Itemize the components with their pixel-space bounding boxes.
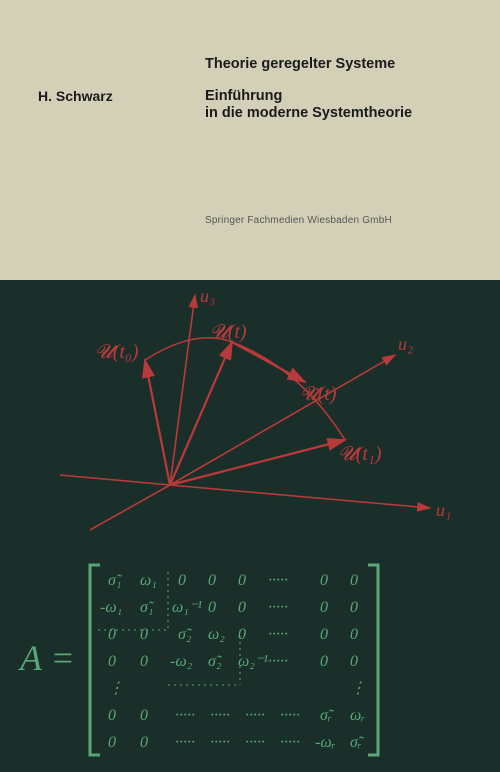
m-r2c4: 0 (238, 626, 246, 643)
m-r0c6: 0 (320, 572, 328, 589)
matrix-brackets (90, 565, 378, 755)
m-r0c4: 0 (238, 572, 246, 589)
vector-ut0 (145, 360, 170, 485)
m-r1c5: ····· (268, 599, 288, 616)
m-r2c0: 0 (108, 626, 116, 643)
m-r0c5: ····· (268, 572, 288, 589)
m-r0c2: 0 (178, 572, 186, 589)
label-ut0: 𝓤(t₀) (95, 341, 139, 363)
m-r6c0: 0 (108, 734, 116, 751)
label-udot: 𝓤̇(t) (300, 383, 337, 405)
publisher-name: Springer Fachmedien Wiesbaden GmbH (205, 215, 392, 226)
m-r0c0: σ̃₁ (108, 572, 123, 589)
m-r2c5: ····· (268, 626, 288, 643)
labels-group: u₁ u₂ u₃ 𝓤(t₀) 𝓤(t) 𝓤̇(t) 𝓤(t₁) (95, 286, 451, 520)
matrix-group: A = σ̃₁ ω₁ 0 0 (18, 565, 378, 755)
m-r6c2: ····· (175, 734, 195, 751)
axis-u1-neg (60, 475, 170, 485)
m-r6c1: 0 (140, 734, 148, 751)
m-r4c7: ⋮ (350, 680, 366, 697)
m-r6c3: ····· (210, 734, 230, 751)
m-r5c1: 0 (140, 707, 148, 724)
m-r3c0: 0 (108, 653, 116, 670)
m-r0c3: 0 (208, 572, 216, 589)
m-r2c7: 0 (350, 626, 358, 643)
vectors-group (145, 338, 345, 485)
m-r2c2: σ̃₂ (178, 626, 193, 643)
m-r3c6: 0 (320, 653, 328, 670)
label-ut: 𝓤(t) (210, 321, 247, 343)
m-r0c1: ω₁ (140, 572, 157, 589)
m-r5c5: ····· (280, 707, 300, 724)
matrix-lhs: A = (18, 638, 75, 678)
book-cover: H. Schwarz Theorie geregelter Systeme Ei… (0, 0, 500, 772)
m-r6c7: σ̃ᵣ (350, 734, 365, 751)
m-r5c4: ····· (245, 707, 265, 724)
label-u1: u₁ (436, 500, 451, 520)
m-r4c0: ⋮ (108, 680, 124, 697)
author-name: H. Schwarz (38, 88, 113, 104)
vector-ut1 (170, 440, 345, 485)
m-r5c6: σ̃ᵣ (320, 707, 335, 724)
series-title: Theorie geregelter Systeme (205, 56, 395, 72)
title-line-1: Einführung (205, 88, 282, 104)
matrix-cells: σ̃₁ ω₁ 0 0 0 ····· 0 0 -ω₁ σ̃₁ ω₁⁻¹ 0 0 … (100, 572, 366, 751)
cover-header: H. Schwarz Theorie geregelter Systeme Ei… (0, 0, 500, 280)
title-line-2: in die moderne Systemtheorie (205, 105, 412, 121)
chalkboard-illustration: u₁ u₂ u₃ 𝓤(t₀) 𝓤(t) 𝓤̇(t) 𝓤(t₁) A = (0, 280, 500, 772)
chalkboard-svg: u₁ u₂ u₃ 𝓤(t₀) 𝓤(t) 𝓤̇(t) 𝓤(t₁) A = (0, 280, 500, 772)
book-title: Einführung in die moderne Systemtheorie (205, 88, 412, 123)
m-r2c6: 0 (320, 626, 328, 643)
m-r3c5: ····· (268, 653, 288, 670)
m-r3c7: 0 (350, 653, 358, 670)
m-r5c7: ωᵣ (350, 707, 365, 724)
m-r0c7: 0 (350, 572, 358, 589)
m-r5c0: 0 (108, 707, 116, 724)
bracket-right (368, 565, 378, 755)
m-r1c4: 0 (238, 599, 246, 616)
m-r6c4: ····· (245, 734, 265, 751)
m-r1c1: σ̃₁ (140, 599, 155, 616)
m-r6c5: ····· (280, 734, 300, 751)
axis-u2 (170, 355, 395, 485)
m-r5c3: ····· (210, 707, 230, 724)
m-r3c4: ω₂⁻¹ (238, 653, 268, 670)
m-r3c3: σ̃₂ (208, 653, 223, 670)
m-r5c2: ····· (175, 707, 195, 724)
m-r6c6: -ωᵣ (315, 734, 336, 751)
m-r2c3: ω₂ (208, 626, 225, 643)
vector-udot (232, 342, 305, 382)
m-r1c3: 0 (208, 599, 216, 616)
axis-u1 (170, 485, 430, 508)
label-u3: u₃ (200, 286, 215, 306)
axis-u2-neg (90, 485, 170, 530)
m-r3c1: 0 (140, 653, 148, 670)
m-r1c7: 0 (350, 599, 358, 616)
bracket-left (90, 565, 100, 755)
label-u2: u₂ (398, 334, 413, 354)
m-r2c1: 0 (140, 626, 148, 643)
m-r1c6: 0 (320, 599, 328, 616)
m-r3c2: -ω₂ (170, 653, 193, 670)
m-r1c0: -ω₁ (100, 599, 122, 616)
label-ut1: 𝓤(t₁) (338, 443, 382, 465)
m-r1c2: ω₁⁻¹ (172, 599, 202, 616)
